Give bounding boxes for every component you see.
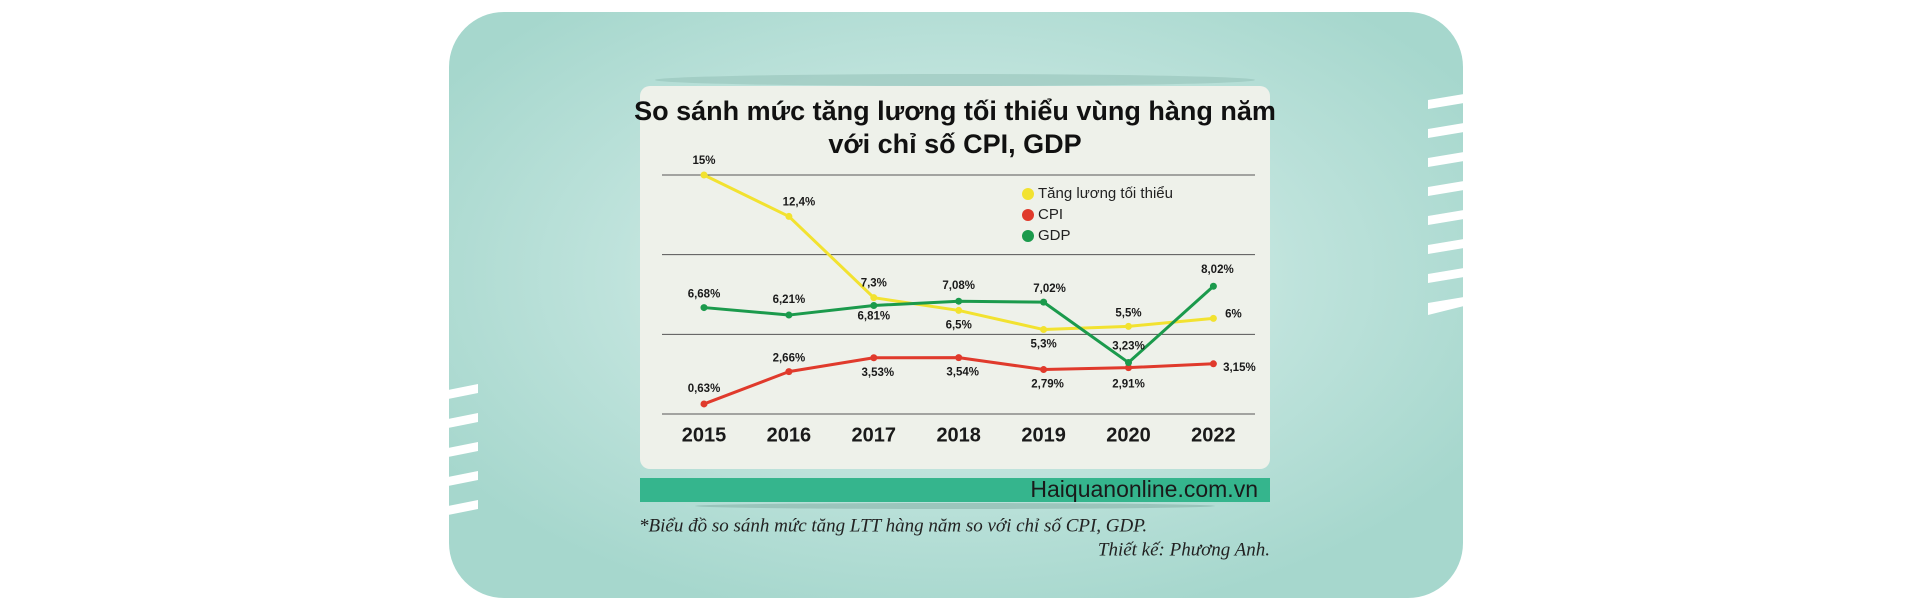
point	[1209, 360, 1217, 368]
value-label: 6,81%	[857, 311, 890, 323]
point	[1125, 322, 1132, 330]
point	[870, 354, 878, 362]
point	[700, 171, 708, 179]
point	[700, 400, 708, 408]
source: Haiquanonline.com.vn	[1030, 476, 1258, 502]
x-tick-label: 2019	[1021, 424, 1066, 446]
legend-label: Tăng lương tối thiểu	[1038, 185, 1173, 202]
value-label: 3,15%	[1223, 362, 1256, 374]
value-label: 3,54%	[946, 367, 979, 379]
point	[1209, 282, 1217, 290]
point	[700, 304, 708, 312]
value-label: 2,66%	[773, 353, 806, 365]
value-label: 3,53%	[861, 367, 894, 379]
point	[1125, 359, 1132, 367]
x-tick-label: 2017	[852, 424, 897, 446]
panel-shadow	[655, 74, 1255, 86]
point	[1040, 366, 1048, 374]
point	[955, 306, 963, 314]
value-label: 8,02%	[1201, 264, 1234, 276]
value-label: 6,5%	[946, 319, 972, 331]
x-tick-label: 2018	[936, 424, 981, 446]
point	[870, 294, 878, 302]
chart-title: So sánh mức tăng lương tối thiểu vùng hà…	[634, 96, 1276, 126]
point	[1040, 298, 1048, 306]
value-label: 7,3%	[861, 278, 887, 290]
legend-marker	[1022, 188, 1034, 200]
value-label: 7,08%	[942, 280, 975, 292]
chart-title: với chỉ số CPI, GDP	[828, 129, 1081, 159]
point	[870, 301, 878, 309]
value-label: 15%	[692, 155, 715, 167]
value-label: 5,3%	[1030, 339, 1056, 351]
point	[1040, 326, 1048, 334]
point	[785, 311, 793, 319]
legend-label: GDP	[1038, 227, 1071, 244]
value-label: 3,23%	[1112, 341, 1145, 353]
value-label: 6,21%	[773, 294, 806, 306]
caption: *Biểu đồ so sánh mức tăng LTT hàng năm s…	[639, 515, 1147, 536]
value-label: 5,5%	[1115, 307, 1141, 319]
point	[1209, 314, 1217, 322]
value-label: 0,63%	[688, 383, 721, 395]
point	[955, 297, 963, 305]
point	[1125, 364, 1132, 372]
chart-panel	[640, 86, 1270, 469]
x-tick-label: 2022	[1191, 424, 1236, 446]
right-stripes	[1428, 94, 1464, 315]
bar-shadow	[695, 503, 1215, 509]
legend-label: CPI	[1038, 206, 1063, 223]
credit: Thiết kế: Phương Anh.	[1098, 539, 1270, 560]
x-tick-label: 2020	[1106, 424, 1151, 446]
left-stripes	[448, 384, 478, 515]
legend-marker	[1022, 230, 1034, 242]
source-bar	[640, 478, 1270, 502]
value-label: 2,79%	[1031, 379, 1064, 391]
point	[785, 212, 793, 220]
point	[955, 354, 963, 362]
value-label: 6,68%	[688, 289, 721, 301]
value-label: 12,4%	[783, 196, 816, 208]
x-tick-label: 2016	[767, 424, 812, 446]
x-tick-label: 2015	[682, 424, 727, 446]
point	[785, 368, 793, 376]
value-label: 6%	[1225, 308, 1242, 320]
value-label: 2,91%	[1112, 379, 1145, 391]
legend-marker	[1022, 209, 1034, 221]
value-label: 7,02%	[1033, 283, 1066, 295]
